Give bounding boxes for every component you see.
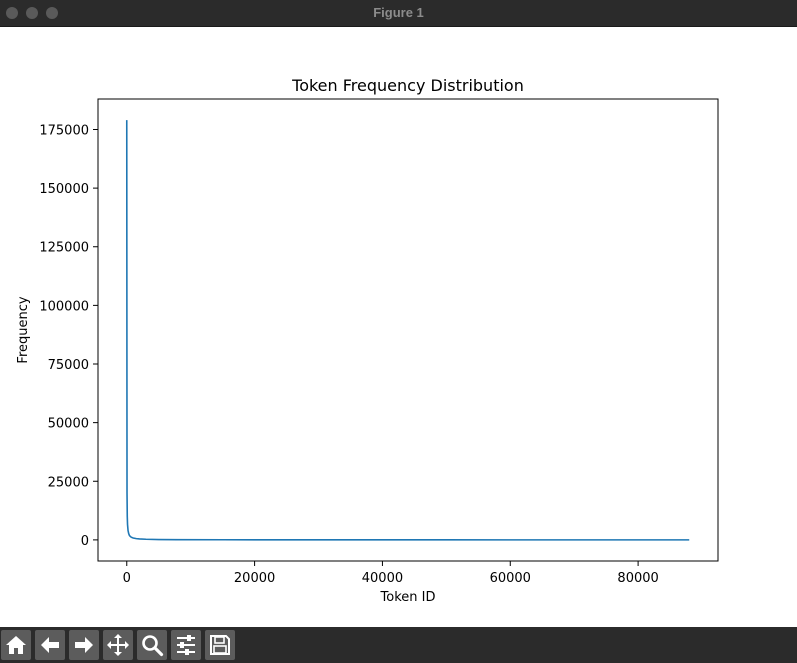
figure-canvas: 0 20000 40000 60000 80000 0 25000 50000 75000 10… (0, 27, 797, 627)
zoom-button[interactable] (137, 630, 167, 660)
y-tick-label: 0 (81, 534, 89, 549)
close-window-button[interactable] (6, 7, 18, 19)
pan-button[interactable] (103, 630, 133, 660)
y-axis: 0 25000 50000 75000 100000 125000 150000 175000 (39, 123, 98, 549)
x-axis: 0 20000 40000 60000 80000 (123, 561, 659, 586)
y-axis-label: Frequency (16, 296, 31, 363)
y-tick-label: 100000 (39, 299, 89, 314)
x-tick-label: 80000 (617, 571, 658, 586)
window-titlebar: Figure 1 (0, 0, 797, 27)
chart-title: Token Frequency Distribution (291, 76, 524, 95)
y-tick-label: 125000 (39, 241, 89, 256)
series-line (125, 120, 690, 541)
x-tick-label: 40000 (362, 571, 403, 586)
y-tick-label: 175000 (39, 123, 89, 138)
configure-subplots-button[interactable] (171, 630, 201, 660)
y-tick-label: 50000 (48, 417, 89, 432)
x-axis-label: Token ID (380, 590, 436, 605)
arrow-right-icon (75, 637, 93, 653)
toolbar (0, 627, 797, 663)
home-icon (6, 636, 26, 654)
x-tick-label: 20000 (234, 571, 275, 586)
y-tick-label: 75000 (48, 358, 89, 373)
home-button[interactable] (1, 630, 31, 660)
x-tick-label: 0 (123, 571, 131, 586)
window-title: Figure 1 (373, 5, 424, 20)
maximize-window-button[interactable] (46, 7, 58, 19)
y-tick-label: 25000 (48, 475, 89, 490)
sliders-icon (177, 635, 195, 655)
plot-area-frame (97, 98, 719, 562)
forward-button[interactable] (69, 630, 99, 660)
x-tick-label: 60000 (490, 571, 531, 586)
magnifier-icon (142, 635, 164, 657)
save-button[interactable] (205, 630, 235, 660)
back-button[interactable] (35, 630, 65, 660)
y-tick-label: 150000 (39, 182, 89, 197)
arrow-left-icon (41, 637, 59, 653)
floppy-icon (210, 635, 230, 655)
move-icon (107, 634, 129, 656)
line-chart: 0 20000 40000 60000 80000 0 25000 50000 75000 10… (16, 76, 719, 605)
minimize-window-button[interactable] (26, 7, 38, 19)
